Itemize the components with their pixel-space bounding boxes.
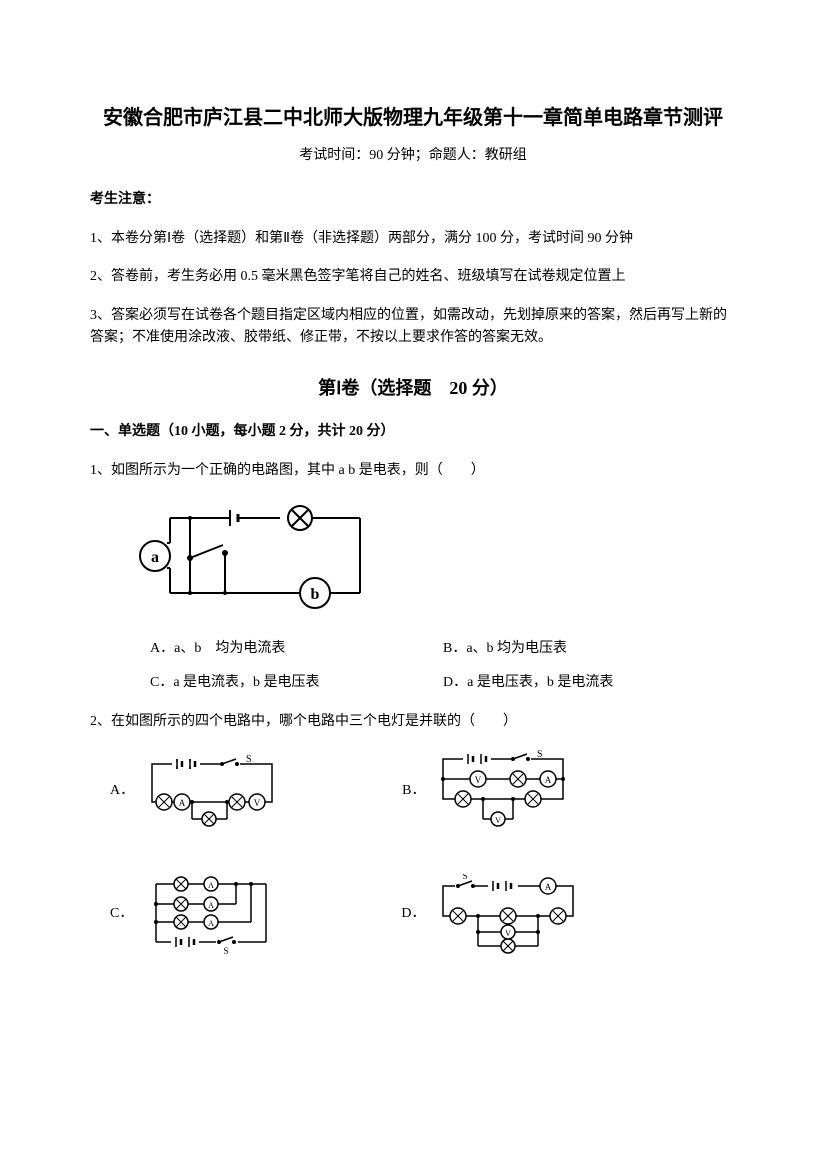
exam-title: 安徽合肥市庐江县二中北师大版物理九年级第十一章简单电路章节测评 [90,100,736,136]
q1-circuit-diagram: b a [130,498,736,618]
notice-item-1: 1、本卷分第Ⅰ卷（选择题）和第Ⅱ卷（非选择题）两部分，满分 100 分，考试时间… [90,228,736,250]
section-title: 第Ⅰ卷（选择题 20 分） [90,374,736,400]
svg-text:a: a [151,549,159,566]
question-header: 一、单选题（10 小题，每小题 2 分，共计 20 分） [90,420,736,440]
circuit-a-icon: S A V [142,754,282,829]
svg-text:V: V [254,798,261,808]
question-1: 1、如图所示为一个正确的电路图，其中 a b 是电表，则（ ） b a [90,460,736,695]
q2-option-a: A． S [110,749,282,834]
q2-label-d: D． [401,903,425,925]
svg-text:b: b [311,586,320,603]
q2-label-a: A． [110,780,134,802]
q2-option-c: C． A A [110,874,281,954]
svg-text:S: S [537,749,543,760]
q1-option-d: D．a 是电压表，b 是电流表 [443,672,736,694]
svg-text:A: A [208,901,214,910]
circuit-c-icon: A A A [141,874,281,954]
q1-option-a: A．a、b 均为电流表 [150,638,443,660]
svg-text:A: A [545,775,552,785]
q2-label-c: C． [110,903,133,925]
circuit-b-icon: S V A [433,749,573,834]
q1-option-c: C．a 是电流表，b 是电压表 [150,672,443,694]
svg-text:A: A [208,919,214,928]
svg-text:A: A [179,798,186,808]
svg-text:A: A [208,881,214,890]
svg-text:V: V [496,816,502,825]
svg-text:V: V [475,775,482,785]
q2-text: 2、在如图所示的四个电路中，哪个电路中三个电灯是并联的（ ） [90,711,736,733]
svg-text:S: S [246,754,252,765]
exam-subtitle: 考试时间：90 分钟；命题人：教研组 [90,144,736,164]
notice-header: 考生注意： [90,188,736,208]
svg-text:S: S [224,946,229,954]
circuit-d-icon: S A [433,874,583,954]
q1-text: 1、如图所示为一个正确的电路图，其中 a b 是电表，则（ ） [90,460,736,482]
q1-option-b: B．a、b 均为电压表 [443,638,736,660]
q2-option-b: B． S V [402,749,573,834]
notice-item-3: 3、答案必须写在试卷各个题目指定区域内相应的位置，如需改动，先划掉原来的答案，然… [90,305,736,350]
svg-text:A: A [545,882,552,892]
question-2: 2、在如图所示的四个电路中，哪个电路中三个电灯是并联的（ ） A． [90,711,736,954]
svg-text:V: V [506,929,512,938]
q2-option-d: D． S A [401,874,583,954]
svg-text:S: S [463,874,468,881]
q2-label-b: B． [402,780,425,802]
notice-item-2: 2、答卷前，考生务必用 0.5 毫米黑色签字笔将自己的姓名、班级填写在试卷规定位… [90,266,736,288]
